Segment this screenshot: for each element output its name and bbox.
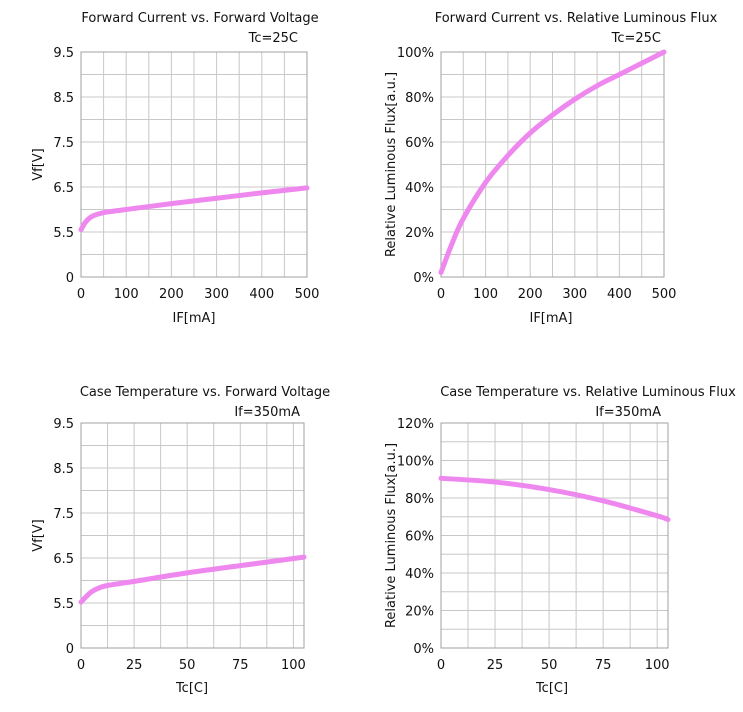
x-tick-label: 25 [487,658,504,673]
y-tick-label: 100% [397,46,434,61]
chart-title: Case Temperature vs. Relative Luminous F… [440,385,736,400]
y-tick-label: 0 [66,271,74,286]
chart-subtitle: Tc=25C [611,31,661,46]
y-tick-label: 120% [397,417,434,432]
y-tick-label: 0% [413,642,434,657]
x-tick-label: 500 [295,287,320,302]
x-tick-label: 0 [437,287,445,302]
x-tick-label: 0 [77,658,85,673]
y-tick-label: 80% [405,91,434,106]
y-tick-label: 80% [405,492,434,507]
grid [441,51,665,277]
x-tick-label: 50 [179,658,196,673]
y-tick-label: 40% [405,567,434,582]
x-axis-label: IF[mA] [529,311,572,326]
chart-title: Forward Current vs. Forward Voltage [81,11,318,26]
plot-frame [80,422,305,649]
x-tick-label: 300 [204,287,229,302]
x-tick-label: 400 [607,287,632,302]
y-tick-label: 6.5 [53,552,74,567]
x-tick-label: 100 [281,658,306,673]
plot-frame [80,51,308,278]
y-tick-label: 7.5 [53,136,74,151]
x-tick-label: 100 [645,658,670,673]
x-tick-label: 100 [473,287,498,302]
series-line [438,49,667,275]
x-tick-label: 200 [518,287,543,302]
x-axis-label: Tc[C] [175,681,208,696]
y-axis-label: Relative Luminous Flux[a.u.] [384,443,399,628]
x-axis-label: IF[mA] [172,311,215,326]
x-tick-label: 75 [595,658,612,673]
chart-forward-current-vs-forward-voltage: Forward Current vs. Forward Voltage Tc=25… [31,11,320,326]
chart-title: Forward Current vs. Relative Luminous Fl… [435,11,718,26]
grid [81,422,304,648]
y-tick-label: 9.5 [53,417,74,432]
x-tick-label: 400 [249,287,274,302]
series-line [438,475,671,523]
x-tick-label: 100 [114,287,139,302]
y-tick-label: 0 [66,642,74,657]
chart-title: Case Temperature vs. Forward Voltage [80,385,330,400]
y-axis-label: Vf[V] [31,519,46,552]
x-tick-label: 0 [77,287,85,302]
y-tick-label: 5.5 [53,226,74,241]
x-tick-label: 75 [232,658,249,673]
x-tick-label: 500 [652,287,677,302]
y-tick-label: 9.5 [53,46,74,61]
y-tick-label: 40% [405,181,434,196]
grid [441,422,668,648]
chart-subtitle: If=350mA [595,405,661,420]
y-tick-label: 20% [405,226,434,241]
y-axis-label: Vf[V] [31,148,46,181]
series-line [78,554,307,605]
chart-forward-current-vs-relative-flux: Forward Current vs. Relative Luminous Fl… [384,11,718,326]
plot-frame [440,51,665,278]
x-tick-label: 25 [126,658,143,673]
y-tick-label: 8.5 [53,462,74,477]
grid [81,51,308,277]
chart-case-temperature-vs-relative-flux: Case Temperature vs. Relative Luminous F… [384,385,736,696]
y-tick-label: 60% [405,136,434,151]
y-tick-label: 6.5 [53,181,74,196]
y-tick-label: 20% [405,605,434,620]
y-tick-label: 60% [405,530,434,545]
x-tick-label: 200 [159,287,184,302]
x-tick-label: 0 [437,658,445,673]
y-tick-label: 0% [413,271,434,286]
y-tick-label: 100% [397,455,434,470]
y-axis-label: Relative Luminous Flux[a.u.] [384,72,399,257]
x-axis-label: Tc[C] [535,681,568,696]
x-tick-label: 50 [541,658,558,673]
chart-subtitle: Tc=25C [248,31,298,46]
plot-frame [440,422,669,649]
chart-case-temperature-vs-forward-voltage: Case Temperature vs. Forward Voltage If=3… [31,385,330,696]
chart-subtitle: If=350mA [234,405,300,420]
y-tick-label: 7.5 [53,507,74,522]
y-tick-label: 8.5 [53,91,74,106]
x-tick-label: 300 [562,287,587,302]
y-tick-label: 5.5 [53,597,74,612]
series-line [78,185,310,233]
